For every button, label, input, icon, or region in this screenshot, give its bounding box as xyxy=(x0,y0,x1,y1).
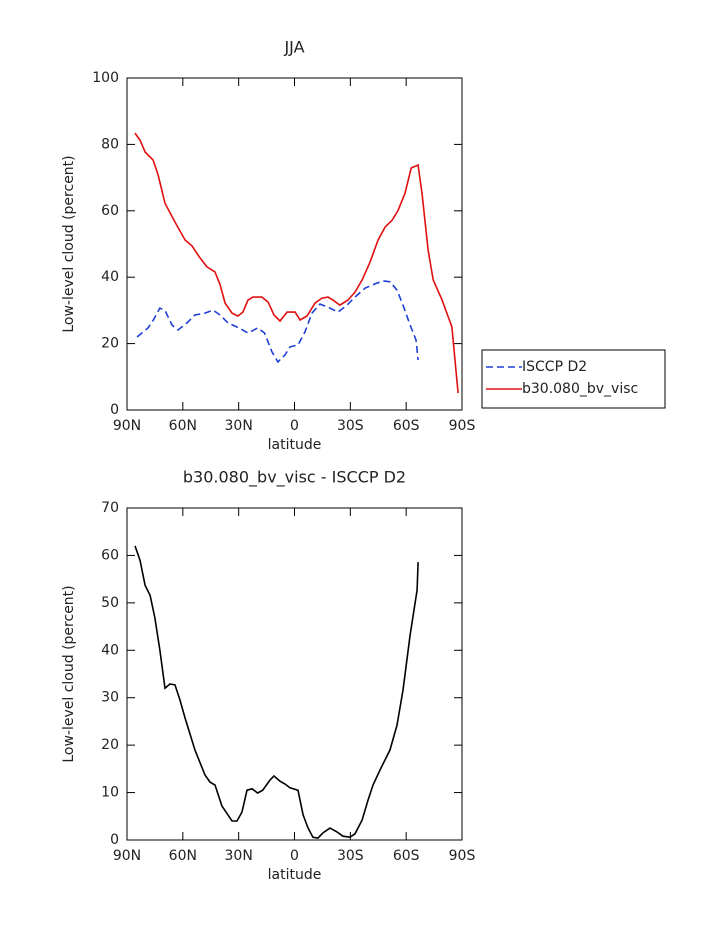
y-axis-label: Low-level cloud (percent) xyxy=(61,585,77,762)
y-axis-label: Low-level cloud (percent) xyxy=(61,155,77,332)
plot-frame xyxy=(126,507,463,841)
x-tick-label: 90S xyxy=(449,848,476,864)
plot-frame xyxy=(126,77,463,411)
y-tick-label: 40 xyxy=(101,642,119,658)
x-tick-label: 30N xyxy=(225,848,253,864)
x-axis-label: latitude xyxy=(268,437,322,453)
chart-title: b30.080_bv_visc - ISCCP D2 xyxy=(183,468,406,488)
y-tick-label: 60 xyxy=(101,203,119,219)
x-tick-label: 60S xyxy=(393,848,420,864)
y-tick-label: 20 xyxy=(101,336,119,352)
y-tick-label: 0 xyxy=(110,402,119,418)
x-tick-label: 90N xyxy=(113,848,141,864)
y-tick-label: 70 xyxy=(101,500,119,516)
x-tick-label: 90S xyxy=(449,418,476,434)
y-tick-label: 10 xyxy=(101,785,119,801)
x-tick-label: 90N xyxy=(113,418,141,434)
y-tick-label: 100 xyxy=(92,70,119,86)
chart-title: JJA xyxy=(283,38,304,57)
y-tick-label: 80 xyxy=(101,136,119,152)
legend-box xyxy=(481,349,666,409)
data-line xyxy=(134,545,419,839)
y-tick-label: 50 xyxy=(101,595,119,611)
x-tick-label: 0 xyxy=(290,418,299,434)
x-tick-label: 30S xyxy=(337,418,364,434)
x-axis-label: latitude xyxy=(268,867,322,883)
y-tick-label: 40 xyxy=(101,269,119,285)
x-tick-label: 60N xyxy=(169,418,197,434)
x-tick-label: 60N xyxy=(169,848,197,864)
x-tick-label: 60S xyxy=(393,418,420,434)
y-tick-label: 30 xyxy=(101,690,119,706)
x-tick-label: 30S xyxy=(337,848,364,864)
legend-label: ISCCP D2 xyxy=(522,359,587,375)
x-tick-label: 30N xyxy=(225,418,253,434)
y-tick-label: 20 xyxy=(101,737,119,753)
y-tick-label: 0 xyxy=(110,832,119,848)
legend-label: b30.080_bv_visc xyxy=(522,381,638,397)
y-tick-label: 60 xyxy=(101,547,119,563)
data-line xyxy=(134,132,459,394)
data-line xyxy=(136,280,419,364)
x-tick-label: 0 xyxy=(290,848,299,864)
